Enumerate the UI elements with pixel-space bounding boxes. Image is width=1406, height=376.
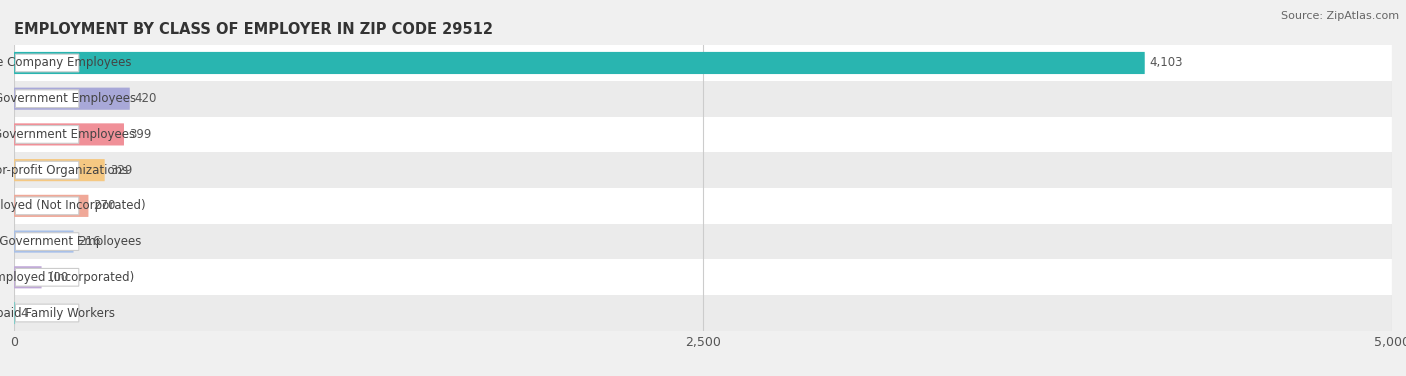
FancyBboxPatch shape [14, 123, 124, 146]
Bar [14, 224, 1392, 259]
Text: Private Company Employees: Private Company Employees [0, 56, 132, 70]
Bar [14, 259, 1392, 295]
FancyBboxPatch shape [14, 52, 1144, 74]
Text: 420: 420 [135, 92, 157, 105]
Bar [14, 188, 1392, 224]
FancyBboxPatch shape [15, 233, 79, 250]
FancyBboxPatch shape [14, 230, 73, 253]
FancyBboxPatch shape [15, 304, 79, 322]
Text: 4: 4 [20, 306, 28, 320]
Text: 4,103: 4,103 [1150, 56, 1184, 70]
Text: Self-Employed (Not Incorporated): Self-Employed (Not Incorporated) [0, 199, 146, 212]
Text: Source: ZipAtlas.com: Source: ZipAtlas.com [1281, 11, 1399, 21]
Bar [14, 117, 1392, 152]
Text: EMPLOYMENT BY CLASS OF EMPLOYER IN ZIP CODE 29512: EMPLOYMENT BY CLASS OF EMPLOYER IN ZIP C… [14, 22, 494, 37]
FancyBboxPatch shape [14, 195, 89, 217]
Text: 270: 270 [93, 199, 115, 212]
Bar [14, 295, 1392, 331]
FancyBboxPatch shape [15, 197, 79, 215]
Text: Federal Government Employees: Federal Government Employees [0, 235, 142, 248]
Bar [14, 152, 1392, 188]
Text: 100: 100 [46, 271, 69, 284]
Text: 216: 216 [79, 235, 101, 248]
Bar [14, 81, 1392, 117]
Text: 399: 399 [129, 128, 152, 141]
FancyBboxPatch shape [15, 54, 79, 72]
Text: Unpaid Family Workers: Unpaid Family Workers [0, 306, 115, 320]
Text: State Government Employees: State Government Employees [0, 92, 136, 105]
Bar [14, 45, 1392, 81]
Text: 329: 329 [110, 164, 132, 177]
FancyBboxPatch shape [15, 126, 79, 143]
Text: Self-Employed (Incorporated): Self-Employed (Incorporated) [0, 271, 134, 284]
FancyBboxPatch shape [14, 88, 129, 110]
Text: Not-for-profit Organizations: Not-for-profit Organizations [0, 164, 128, 177]
FancyBboxPatch shape [15, 161, 79, 179]
FancyBboxPatch shape [15, 90, 79, 108]
FancyBboxPatch shape [14, 266, 42, 288]
Text: Local Government Employees: Local Government Employees [0, 128, 135, 141]
FancyBboxPatch shape [15, 268, 79, 286]
FancyBboxPatch shape [14, 159, 104, 181]
